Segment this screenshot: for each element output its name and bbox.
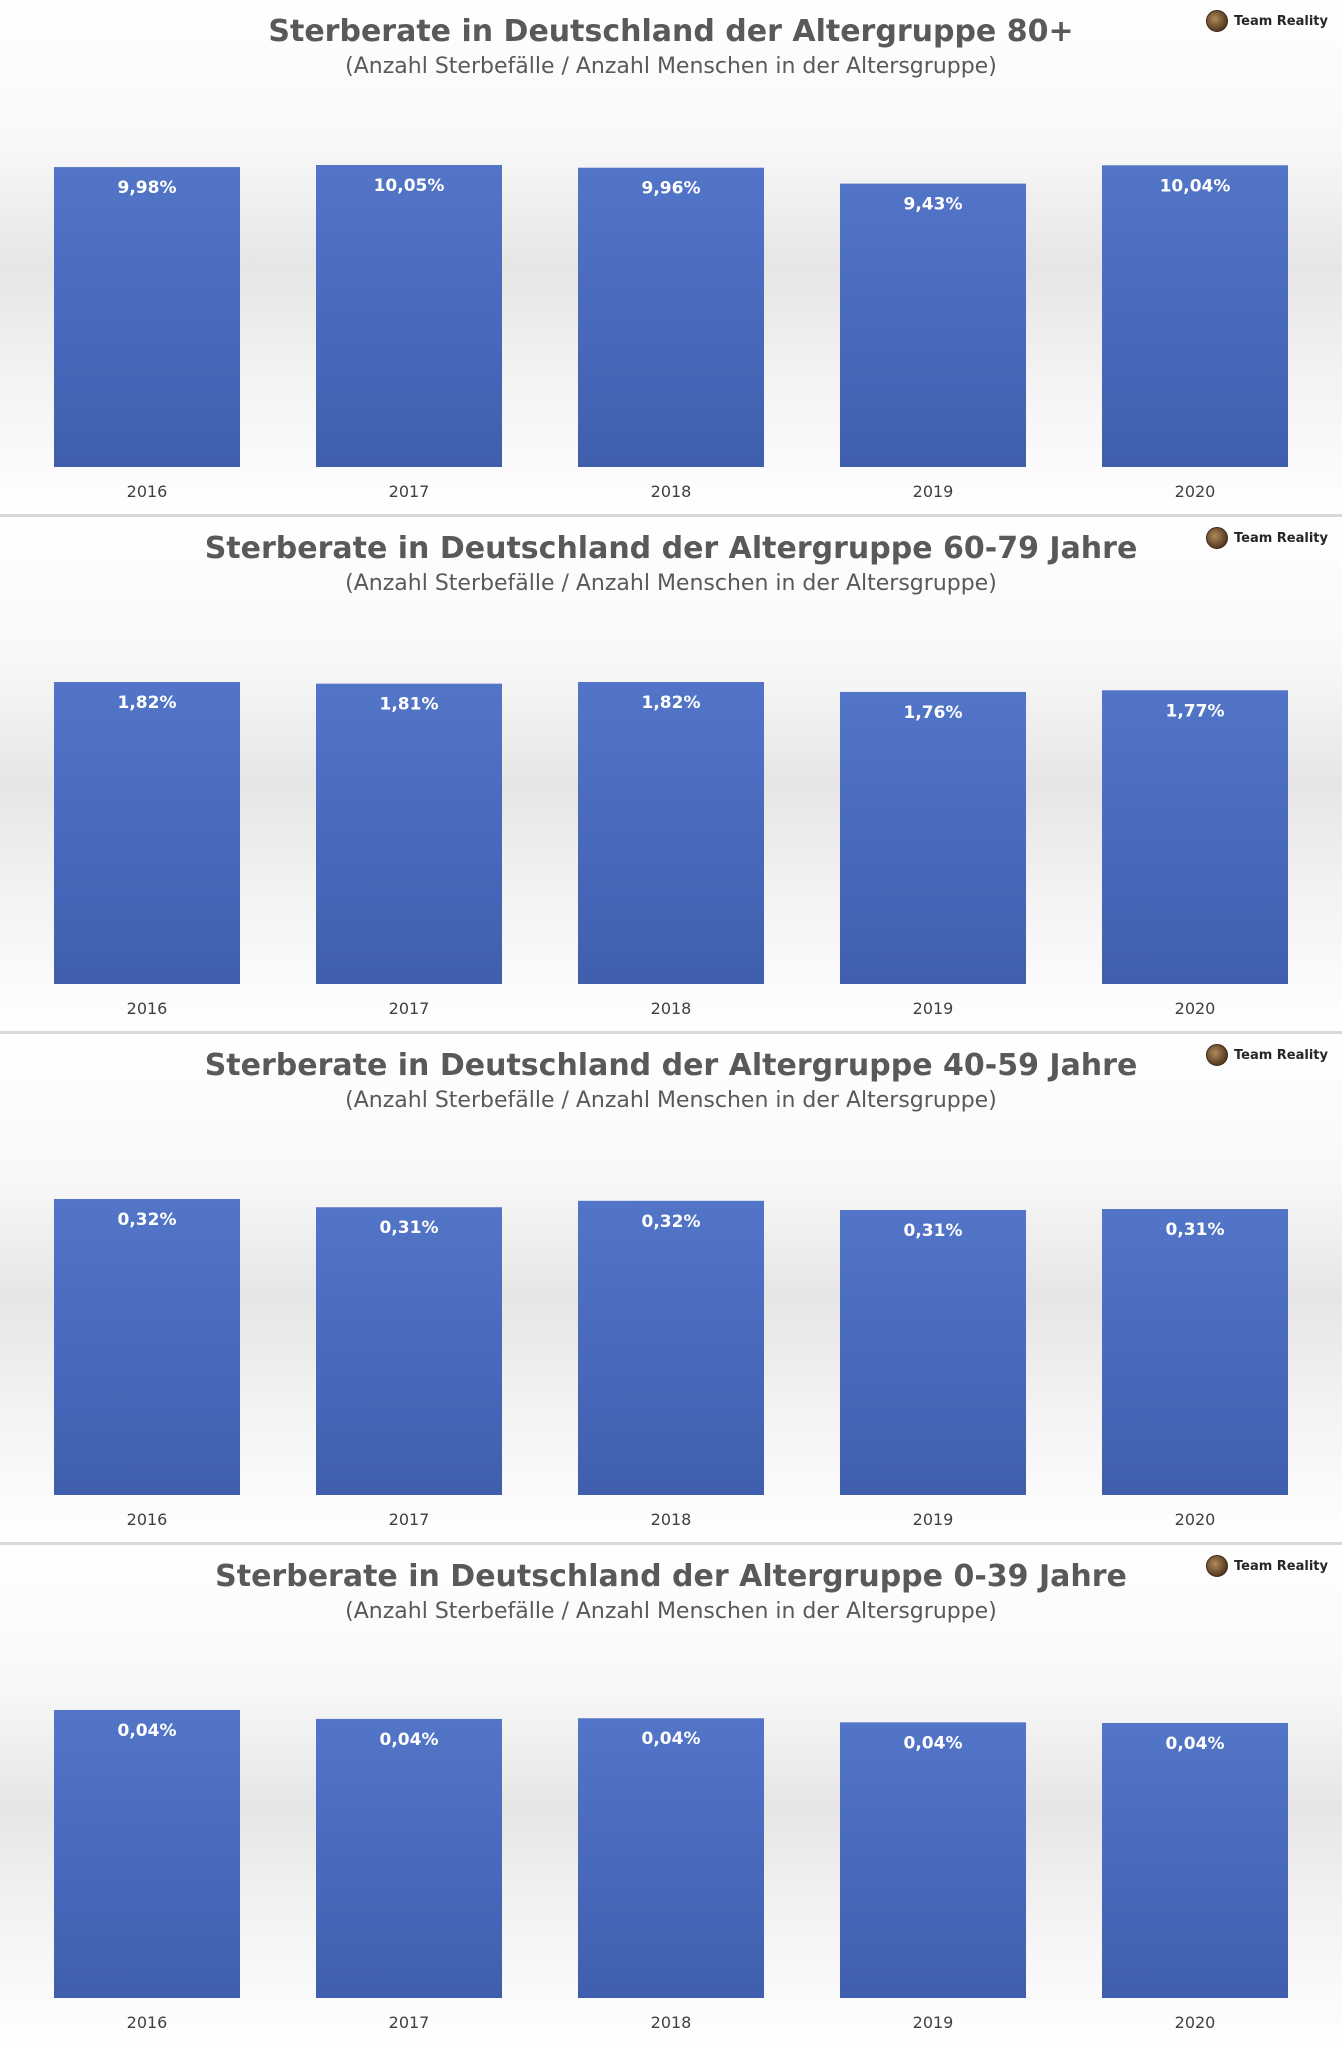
data-label-2018: 0,04% — [642, 1729, 701, 1749]
data-label-2020: 0,31% — [1166, 1220, 1225, 1240]
x-tick-label-2017: 2017 — [389, 1510, 430, 1529]
chart-subtitle: (Anzahl Sterbefälle / Anzahl Menschen in… — [345, 1599, 997, 1624]
data-label-2016: 0,04% — [118, 1721, 177, 1741]
data-label-2019: 0,31% — [904, 1221, 963, 1241]
bar-2019 — [840, 691, 1026, 984]
bar-2016 — [54, 1710, 240, 1998]
bar-2019 — [840, 183, 1026, 467]
team-reality-logo-icon — [1205, 10, 1228, 32]
x-tick-label-2018: 2018 — [651, 999, 692, 1018]
x-tick-label-2020: 2020 — [1175, 2013, 1216, 2032]
x-tick-label-2017: 2017 — [389, 999, 430, 1018]
x-tick-label-2016: 2016 — [127, 2013, 168, 2032]
x-tick-label-2020: 2020 — [1175, 999, 1216, 1018]
team-reality-badge: Team Reality — [1205, 1555, 1328, 1577]
team-reality-badge: Team Reality — [1205, 10, 1328, 32]
data-label-2020: 10,04% — [1160, 176, 1231, 196]
bar-2017 — [316, 683, 502, 984]
chart-title: Sterberate in Deutschland der Altergrupp… — [204, 1048, 1138, 1083]
bar-2020 — [1102, 690, 1288, 984]
team-reality-badge: Team Reality — [1205, 527, 1328, 549]
chart-title: Sterberate in Deutschland der Altergrupp… — [215, 1559, 1127, 1594]
x-tick-label-2020: 2020 — [1175, 1510, 1216, 1529]
chart-panel-80plus: Sterberate in Deutschland der Altergrupp… — [0, 0, 1342, 517]
bar-chart-40-59: 0,32% 2016 0,31% 2017 0,32% 2018 0,31% 2019 0,31… — [54, 1199, 1288, 1529]
chart-panel-0-39: Sterberate in Deutschland der Altergrupp… — [0, 1545, 1342, 2048]
data-label-2018: 9,96% — [642, 179, 701, 199]
badge-label: Team Reality — [1233, 1047, 1328, 1063]
team-reality-badge: Team Reality — [1205, 1044, 1328, 1066]
chart-subtitle: (Anzahl Sterbefälle / Anzahl Menschen in… — [345, 571, 997, 596]
bar-2018 — [578, 682, 764, 984]
x-tick-label-2016: 2016 — [127, 1510, 168, 1529]
x-tick-label-2017: 2017 — [389, 482, 430, 501]
x-tick-label-2018: 2018 — [651, 1510, 692, 1529]
bar-2016 — [54, 1199, 240, 1495]
data-label-2018: 0,32% — [642, 1212, 701, 1232]
bar-2020 — [1102, 1723, 1288, 1998]
data-label-2016: 1,82% — [118, 693, 177, 713]
x-tick-label-2019: 2019 — [913, 2013, 954, 2032]
bar-chart-60-79: 1,82% 2016 1,81% 2017 1,82% 2018 1,76% 2019 1,77… — [54, 682, 1288, 1018]
bar-2018 — [578, 167, 764, 468]
team-reality-logo-icon — [1205, 527, 1228, 549]
data-label-2017: 1,81% — [380, 695, 439, 715]
chart-subtitle: (Anzahl Sterbefälle / Anzahl Menschen in… — [345, 1088, 997, 1113]
data-label-2020: 0,04% — [1166, 1734, 1225, 1754]
badge-label: Team Reality — [1233, 1558, 1328, 1574]
chart-title: Sterberate in Deutschland der Altergrupp… — [204, 531, 1138, 566]
bar-2016 — [54, 682, 240, 984]
x-tick-label-2018: 2018 — [651, 482, 692, 501]
bar-2017 — [316, 1207, 502, 1495]
team-reality-logo-icon — [1205, 1555, 1228, 1577]
x-tick-label-2019: 2019 — [913, 999, 954, 1018]
data-label-2017: 0,31% — [380, 1218, 439, 1238]
x-tick-label-2018: 2018 — [651, 2013, 692, 2032]
team-reality-logo-icon — [1205, 1044, 1228, 1066]
bar-2018 — [578, 1718, 764, 1998]
badge-label: Team Reality — [1233, 530, 1328, 546]
x-tick-label-2017: 2017 — [389, 2013, 430, 2032]
x-tick-label-2016: 2016 — [127, 482, 168, 501]
data-label-2019: 9,43% — [904, 195, 963, 215]
bar-2019 — [840, 1722, 1026, 1998]
bar-chart-0-39: 0,04% 2016 0,04% 2017 0,04% 2018 0,04% 2019 0,04… — [54, 1710, 1288, 2032]
x-tick-label-2019: 2019 — [913, 482, 954, 501]
data-label-2017: 10,05% — [374, 176, 445, 196]
bar-2017 — [316, 165, 502, 467]
bar-2020 — [1102, 1209, 1288, 1495]
bar-2016 — [54, 167, 240, 467]
chart-subtitle: (Anzahl Sterbefälle / Anzahl Menschen in… — [345, 54, 997, 79]
data-label-2016: 0,32% — [118, 1210, 177, 1230]
bar-chart-80plus: 9,98% 2016 10,05% 2017 9,96% 2018 9,43% 2019 10,… — [54, 165, 1288, 501]
chart-title: Sterberate in Deutschland der Altergrupp… — [268, 14, 1074, 49]
chart-panel-40-59: Sterberate in Deutschland der Altergrupp… — [0, 1034, 1342, 1545]
bar-2019 — [840, 1209, 1026, 1495]
data-label-2016: 9,98% — [118, 178, 177, 198]
bar-2017 — [316, 1718, 502, 1998]
chart-panel-60-79: Sterberate in Deutschland der Altergrupp… — [0, 517, 1342, 1034]
bar-2020 — [1102, 165, 1288, 468]
data-label-2018: 1,82% — [642, 693, 701, 713]
x-tick-label-2020: 2020 — [1175, 482, 1216, 501]
data-label-2019: 0,04% — [904, 1733, 963, 1753]
x-tick-label-2016: 2016 — [127, 999, 168, 1018]
data-label-2020: 1,77% — [1166, 701, 1225, 721]
data-label-2017: 0,04% — [380, 1730, 439, 1750]
data-label-2019: 1,76% — [904, 703, 963, 723]
bar-2018 — [578, 1200, 764, 1495]
badge-label: Team Reality — [1233, 13, 1328, 29]
x-tick-label-2019: 2019 — [913, 1510, 954, 1529]
